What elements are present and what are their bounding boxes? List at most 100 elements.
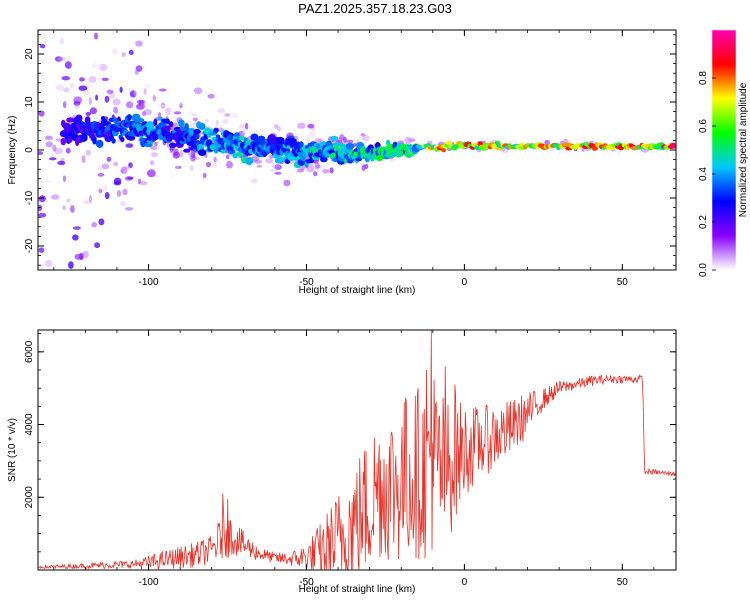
heatmap-cell: [72, 234, 79, 241]
heatmap-cell: [276, 136, 285, 145]
heatmap-cell: [113, 106, 119, 114]
x-tick-label: 50: [617, 577, 629, 588]
heatmap-cell: [126, 135, 136, 141]
y-tick-label: 2000: [24, 486, 35, 509]
heatmap-cell: [85, 149, 91, 156]
heatmap-cell: [98, 218, 105, 226]
heatmap-cell: [244, 122, 249, 130]
y-tick-label: 10: [24, 96, 35, 108]
heatmap-cell: [72, 226, 81, 230]
heatmap-cell: [126, 114, 132, 120]
heatmap-cell: [121, 52, 126, 58]
heatmap-cell: [52, 144, 57, 152]
heatmap-cell: [256, 164, 263, 168]
heatmap-cell: [192, 117, 198, 122]
heatmap-cell: [80, 133, 88, 142]
heatmap-cell: [257, 135, 266, 142]
heatmap-cell: [125, 143, 134, 148]
y-tick-label: -20: [24, 238, 35, 253]
heatmap-cell: [92, 136, 97, 145]
heatmap-cell: [191, 113, 197, 117]
heatmap-cell: [128, 162, 133, 169]
snr-series-line: [38, 330, 676, 570]
heatmap-cell: [213, 156, 217, 163]
heatmap-cell: [81, 155, 86, 164]
heatmap-cell: [102, 87, 109, 92]
heatmap-cell: [44, 135, 53, 140]
heatmap-cell: [205, 161, 212, 168]
heatmap-cell: [63, 87, 70, 93]
heatmap-cell: [300, 165, 306, 170]
heatmap-cell: [225, 154, 230, 160]
colorbar-label: Normalized spectral amplitude: [738, 82, 749, 217]
heatmap-cell: [98, 188, 103, 194]
heatmap-cell: [165, 107, 171, 116]
heatmap-cell: [178, 119, 185, 128]
heatmap-cell: [174, 165, 182, 169]
heatmap-cell: [119, 86, 123, 93]
heatmap-cell: [120, 201, 126, 206]
colorbar-ticks: 0.0 0.2 0.4 0.6 0.8: [698, 71, 716, 277]
heatmap-cell: [55, 138, 62, 142]
snr-frame: [37, 329, 677, 571]
heatmap-cell: [57, 160, 66, 166]
heatmap-cell: [54, 56, 63, 62]
heatmap-cell: [97, 173, 105, 177]
heatmap-cell: [62, 205, 66, 211]
snr-x-label: Height of straight line (km): [299, 584, 416, 595]
heatmap-cell: [217, 108, 225, 114]
heatmap-cell: [84, 116, 91, 125]
snr-y-label: SNR (10 * v/v): [7, 418, 18, 482]
heatmap-cell: [124, 207, 134, 211]
heatmap-cell: [297, 122, 306, 129]
heatmap-cell: [308, 129, 317, 138]
heatmap-cell: [85, 111, 92, 117]
heatmap-cell: [250, 178, 258, 184]
x-tick-label: -50: [299, 577, 314, 588]
heatmap-cell: [215, 119, 219, 127]
heatmap-cell: [272, 163, 281, 170]
spectrogram-y-label: Frequency (Hz): [7, 116, 18, 185]
heatmap-cell: [224, 113, 231, 117]
heatmap-cell: [334, 142, 342, 147]
heatmap-cell: [99, 63, 108, 72]
x-tick-label: 0: [462, 577, 468, 588]
y-tick-label: -10: [24, 190, 35, 205]
heatmap-cell: [38, 247, 45, 253]
heatmap-cell: [154, 141, 158, 147]
heatmap-cell: [158, 88, 167, 92]
heatmap-cell: [113, 177, 122, 185]
heatmap-cell: [59, 37, 65, 45]
heatmap-cell: [135, 118, 145, 123]
heatmap-cell: [168, 121, 174, 128]
heatmap-cell: [143, 109, 152, 116]
heatmap-cell: [89, 107, 97, 115]
heatmap-cell: [361, 134, 370, 142]
heatmap-cell: [220, 148, 226, 154]
heatmap-cell: [73, 96, 83, 104]
heatmap-cell: [307, 123, 315, 129]
heatmap-cell: [288, 159, 295, 166]
heatmap-cell: [189, 122, 198, 128]
heatmap-cell: [66, 117, 75, 123]
heatmap-cell: [312, 127, 316, 131]
heatmap-cell: [96, 139, 104, 148]
heatmap-cell: [502, 149, 509, 154]
heatmap-cell: [445, 140, 453, 146]
colorbar-tick-label: 0.4: [698, 167, 709, 181]
heatmap-cell: [231, 113, 239, 119]
heatmap-cell: [88, 97, 93, 105]
heatmap-cell: [305, 137, 310, 144]
heatmap-cell: [179, 149, 184, 158]
heatmap-cell: [671, 144, 676, 149]
heatmap-cell: [94, 242, 100, 249]
y-tick-label: 6000: [24, 340, 35, 363]
heatmap-cell: [39, 44, 46, 49]
heatmap-cell: [298, 141, 304, 148]
heatmap-cell: [104, 192, 110, 200]
colorbar-tick-label: 0.8: [698, 71, 709, 85]
heatmap-cell: [207, 94, 215, 99]
heatmap-cell: [153, 118, 158, 127]
heatmap-cell: [188, 127, 196, 136]
heatmap-cell: [68, 261, 74, 269]
